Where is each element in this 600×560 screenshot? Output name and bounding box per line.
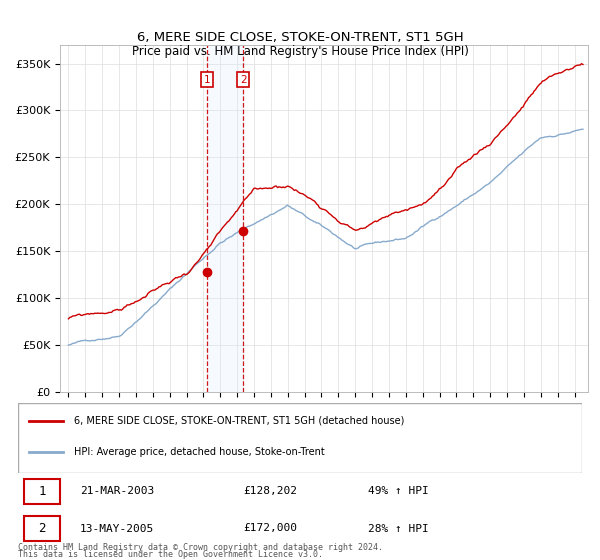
Text: 2: 2: [38, 522, 46, 535]
Text: 13-MAY-2005: 13-MAY-2005: [80, 524, 154, 534]
Text: Price paid vs. HM Land Registry's House Price Index (HPI): Price paid vs. HM Land Registry's House …: [131, 45, 469, 58]
Text: 6, MERE SIDE CLOSE, STOKE-ON-TRENT, ST1 5GH (detached house): 6, MERE SIDE CLOSE, STOKE-ON-TRENT, ST1 …: [74, 416, 405, 426]
FancyBboxPatch shape: [18, 403, 582, 473]
Text: 1: 1: [204, 74, 211, 85]
Text: 2: 2: [240, 74, 247, 85]
Text: HPI: Average price, detached house, Stoke-on-Trent: HPI: Average price, detached house, Stok…: [74, 447, 325, 457]
Text: 28% ↑ HPI: 28% ↑ HPI: [368, 524, 428, 534]
Text: This data is licensed under the Open Government Licence v3.0.: This data is licensed under the Open Gov…: [18, 550, 323, 559]
Bar: [207, 45, 243, 392]
Text: 21-MAR-2003: 21-MAR-2003: [80, 487, 154, 496]
FancyBboxPatch shape: [23, 479, 60, 504]
Text: Contains HM Land Registry data © Crown copyright and database right 2024.: Contains HM Land Registry data © Crown c…: [18, 543, 383, 552]
FancyBboxPatch shape: [23, 516, 60, 541]
Text: £128,202: £128,202: [244, 487, 298, 496]
Text: £172,000: £172,000: [244, 524, 298, 534]
Text: 1: 1: [38, 485, 46, 498]
Text: 49% ↑ HPI: 49% ↑ HPI: [368, 487, 428, 496]
Text: 6, MERE SIDE CLOSE, STOKE-ON-TRENT, ST1 5GH: 6, MERE SIDE CLOSE, STOKE-ON-TRENT, ST1 …: [137, 31, 463, 44]
